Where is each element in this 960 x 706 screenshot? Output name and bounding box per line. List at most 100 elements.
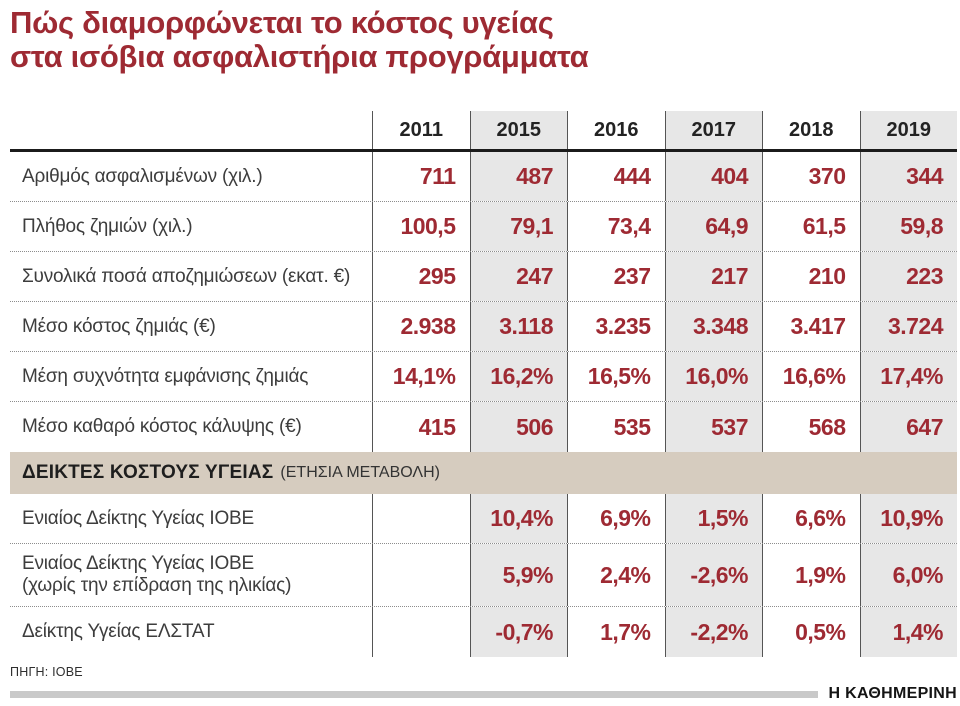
value-cell: [372, 607, 470, 657]
year-header-2015: 2015: [469, 111, 567, 149]
value-cell: 210: [762, 252, 860, 301]
value-cell: 10,4%: [469, 494, 567, 543]
section-subtitle: (ΕΤΗΣΙΑ ΜΕΤΑΒΟΛΗ): [280, 464, 440, 481]
value-cell: 6,0%: [859, 544, 957, 606]
section-title: ΔΕΙΚΤΕΣ ΚΟΣΤΟΥΣ ΥΓΕΙΑΣ: [22, 462, 274, 483]
table-row: Ενιαίος Δείκτης Υγείας ΙΟΒΕ (χωρίς την επ…: [10, 544, 957, 607]
year-header-2018: 2018: [762, 111, 860, 149]
table-row: Συνολικά ποσά αποζημιώσεων (εκατ. €) 295 2…: [10, 252, 957, 302]
row-label-line: Αριθμός ασφαλισμένων (χιλ.): [22, 165, 263, 187]
brand-bar: [10, 690, 819, 698]
row-label-line: Πλήθος ζημιών (χιλ.): [22, 215, 193, 237]
value-cell: 3.235: [567, 302, 665, 351]
table-row: Ενιαίος Δείκτης Υγείας ΙΟΒΕ 10,4% 6,9% 1,5%…: [10, 494, 957, 544]
value-cell: 61,5: [762, 202, 860, 251]
value-cell: 10,9%: [859, 494, 957, 543]
value-cell: 237: [567, 252, 665, 301]
year-header-2017: 2017: [664, 111, 762, 149]
value-cell: 487: [469, 152, 567, 201]
row-label: Μέσο καθαρό κόστος κάλυψης (€): [10, 402, 372, 452]
row-label: Συνολικά ποσά αποζημιώσεων (εκατ. €): [10, 252, 372, 301]
table-row: Πλήθος ζημιών (χιλ.) 100,5 79,1 73,4 64,9 61,…: [10, 202, 957, 252]
value-cell: [372, 544, 470, 606]
table-row: Μέσο κόστος ζημιάς (€) 2.938 3.118 3.235 3.3…: [10, 302, 957, 352]
year-header-2011: 2011: [372, 111, 470, 149]
value-cell: 14,1%: [372, 352, 470, 401]
value-cell: 223: [859, 252, 957, 301]
value-cell: 404: [664, 152, 762, 201]
table-row: Μέση συχνότητα εμφάνισης ζημιάς 14,1% 16,2…: [10, 352, 957, 402]
value-cell: 2,4%: [567, 544, 665, 606]
row-label-line: Δείκτης Υγείας ΕΛΣΤΑΤ: [22, 621, 215, 642]
value-cell: 647: [859, 402, 957, 452]
value-cell: -2,6%: [664, 544, 762, 606]
value-cell: 568: [762, 402, 860, 452]
row-label-line: Συνολικά ποσά αποζημιώσεων (εκατ. €): [22, 265, 351, 287]
value-cell: 1,4%: [859, 607, 957, 657]
value-cell: 344: [859, 152, 957, 201]
table-row: Αριθμός ασφαλισμένων (χιλ.) 711 487 444 404 3…: [10, 152, 957, 202]
value-cell: 1,5%: [664, 494, 762, 543]
table-body: Αριθμός ασφαλισμένων (χιλ.) 711 487 444 404 3…: [10, 152, 957, 657]
value-cell: 64,9: [664, 202, 762, 251]
value-cell: 3.417: [762, 302, 860, 351]
table-row: Μέσο καθαρό κόστος κάλυψης (€) 415 506 535 5…: [10, 402, 957, 452]
value-cell: 5,9%: [469, 544, 567, 606]
value-cell: 247: [469, 252, 567, 301]
page-title-line1: Πώς διαμορφώνεται το κόστος υγείας: [10, 5, 554, 40]
value-cell: 0,5%: [762, 607, 860, 657]
value-cell: -0,7%: [469, 607, 567, 657]
row-label: Δείκτης Υγείας ΕΛΣΤΑΤ: [10, 607, 372, 657]
value-cell: 370: [762, 152, 860, 201]
row-label: Πλήθος ζημιών (χιλ.): [10, 202, 372, 251]
year-header-2019: 2019: [859, 111, 957, 149]
value-cell: 444: [567, 152, 665, 201]
value-cell: 217: [664, 252, 762, 301]
value-cell: 17,4%: [859, 352, 957, 401]
value-cell: 1,9%: [762, 544, 860, 606]
source-note: ΠΗΓΗ: ΙΟΒΕ: [10, 665, 83, 679]
value-cell: 1,7%: [567, 607, 665, 657]
value-cell: 6,6%: [762, 494, 860, 543]
value-cell: 16,5%: [567, 352, 665, 401]
value-cell: 79,1: [469, 202, 567, 251]
table-row: Δείκτης Υγείας ΕΛΣΤΑΤ -0,7% 1,7% -2,2% 0,5% 1…: [10, 607, 957, 657]
value-cell: [372, 494, 470, 543]
page-title-line2: στα ισόβια ασφαλιστήρια προγράμματα: [10, 39, 589, 74]
row-label-line: Μέσο κόστος ζημιάς (€): [22, 315, 216, 337]
value-cell: 3.348: [664, 302, 762, 351]
value-cell: 3.724: [859, 302, 957, 351]
year-header-2016: 2016: [567, 111, 665, 149]
row-label-line: Μέση συχνότητα εμφάνισης ζημιάς: [22, 365, 309, 387]
value-cell: 295: [372, 252, 470, 301]
value-cell: 506: [469, 402, 567, 452]
row-label: Ενιαίος Δείκτης Υγείας ΙΟΒΕ: [10, 494, 372, 543]
value-cell: 2.938: [372, 302, 470, 351]
page-title: Πώς διαμορφώνεται το κόστος υγείας στα ισ…: [10, 6, 960, 74]
value-cell: 535: [567, 402, 665, 452]
value-cell: -2,2%: [664, 607, 762, 657]
value-cell: 16,2%: [469, 352, 567, 401]
value-cell: 73,4: [567, 202, 665, 251]
brand-logo: Η ΚΑΘΗΜΕΡΙΝΗ: [828, 685, 957, 702]
header-label-spacer: [10, 111, 372, 149]
section-header: ΔΕΙΚΤΕΣ ΚΟΣΤΟΥΣ ΥΓΕΙΑΣ (ΕΤΗΣΙΑ ΜΕΤΑΒΟΛΗ): [10, 452, 957, 494]
value-cell: 100,5: [372, 202, 470, 251]
row-label-line: Ενιαίος Δείκτης Υγείας ΙΟΒΕ: [22, 507, 254, 529]
value-cell: 3.118: [469, 302, 567, 351]
table-header-row: 2011 2015 2016 2017 2018 2019: [10, 111, 957, 152]
row-label: Μέση συχνότητα εμφάνισης ζημιάς: [10, 352, 372, 401]
row-label-line: Μέσο καθαρό κόστος κάλυψης (€): [22, 416, 302, 437]
value-cell: 537: [664, 402, 762, 452]
value-cell: 16,6%: [762, 352, 860, 401]
value-cell: 16,0%: [664, 352, 762, 401]
row-label: Μέσο κόστος ζημιάς (€): [10, 302, 372, 351]
row-label: Ενιαίος Δείκτης Υγείας ΙΟΒΕ (χωρίς την επ…: [10, 544, 372, 606]
brand-row: Η ΚΑΘΗΜΕΡΙΝΗ: [10, 685, 957, 703]
health-cost-table: 2011 2015 2016 2017 2018 2019 Αριθμός ασφαλισ…: [10, 111, 957, 657]
value-cell: 711: [372, 152, 470, 201]
row-label-line: Ενιαίος Δείκτης Υγείας ΙΟΒΕ: [22, 553, 254, 574]
row-label: Αριθμός ασφαλισμένων (χιλ.): [10, 152, 372, 201]
value-cell: 415: [372, 402, 470, 452]
value-cell: 59,8: [859, 202, 957, 251]
